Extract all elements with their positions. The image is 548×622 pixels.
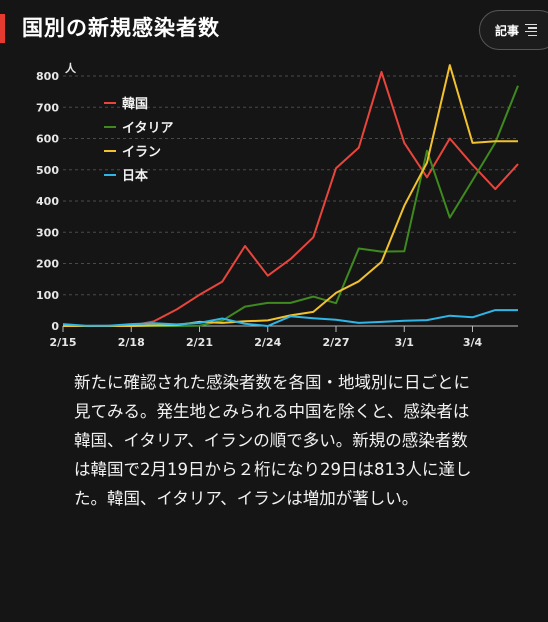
article-button-label: 記事	[495, 23, 520, 38]
y-tick-label: 400	[36, 195, 59, 208]
x-tick-label: 2/18	[118, 336, 145, 349]
article-lines-icon	[525, 23, 538, 37]
line-chart: 0 100 200 300 400 500 600 700 800 人 2/15 2/18 2/21 2/…	[36, 61, 519, 349]
legend-label: 日本	[122, 168, 148, 184]
y-tick-label: 100	[36, 289, 59, 302]
x-tick-label: 2/21	[186, 336, 213, 349]
chart-title: 国別の新規感染者数	[22, 16, 220, 40]
x-tick-label: 2/15	[50, 336, 77, 349]
x-tick-label: 2/27	[323, 336, 350, 349]
series-line-日本	[62, 309, 518, 327]
legend-label: 韓国	[122, 96, 148, 112]
legend-label: イラン	[122, 145, 161, 160]
x-tick-label: 3/1	[395, 336, 414, 349]
y-tick-label: 300	[36, 226, 59, 239]
y-tick-label: 800	[36, 70, 59, 83]
y-unit-label: 人	[65, 61, 77, 75]
chart-caption: 新たに確認された感染者数を各国・地域別に日ごとに見てみる。発生地とみられる中国を…	[74, 373, 472, 508]
article-button[interactable]: 記事	[479, 10, 548, 50]
y-tick-label: 500	[36, 164, 59, 177]
legend-label: イタリア	[122, 121, 173, 136]
y-tick-label: 600	[36, 133, 59, 146]
x-tick-label: 2/24	[254, 336, 281, 349]
y-tick-label: 200	[36, 258, 59, 271]
y-tick-label: 0	[51, 320, 59, 333]
x-tick-label: 3/4	[463, 336, 483, 349]
title-accent-bar	[0, 14, 5, 43]
y-tick-label: 700	[36, 101, 59, 114]
